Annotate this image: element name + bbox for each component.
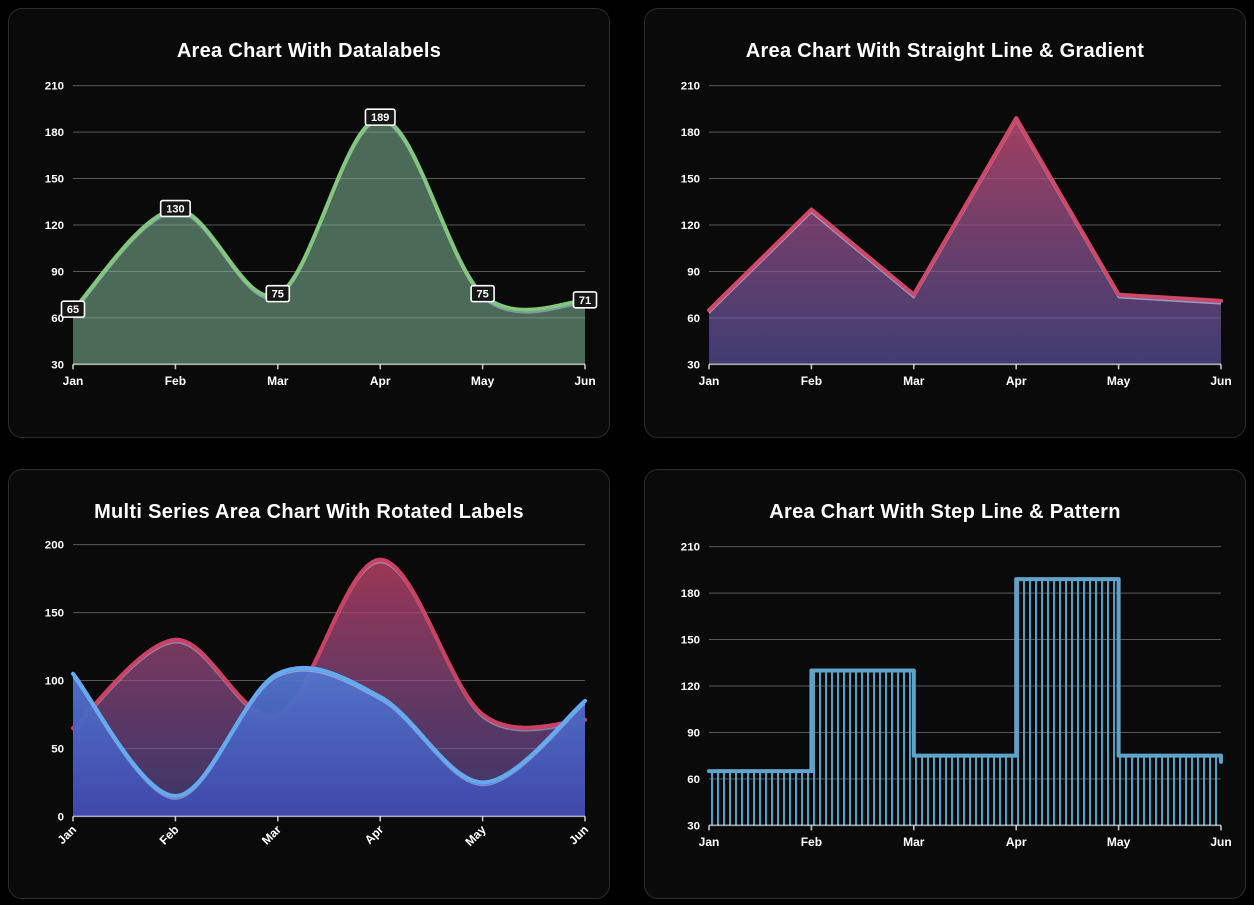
svg-text:May: May xyxy=(462,822,489,849)
svg-text:Apr: Apr xyxy=(370,374,391,388)
svg-text:150: 150 xyxy=(45,608,64,620)
svg-text:Apr: Apr xyxy=(1006,835,1027,849)
svg-text:Jun: Jun xyxy=(1210,835,1231,849)
svg-text:71: 71 xyxy=(579,295,591,307)
svg-text:120: 120 xyxy=(681,681,700,693)
svg-text:180: 180 xyxy=(45,127,64,139)
svg-text:100: 100 xyxy=(45,676,64,688)
chart-svg: 30 60 90 120 150 180 210 Jan Feb Mar Apr May Jun xyxy=(681,542,1232,850)
chart-title-step-pattern: Area Chart With Step Line & Pattern xyxy=(769,501,1121,523)
svg-text:90: 90 xyxy=(687,727,700,739)
svg-text:210: 210 xyxy=(45,81,64,93)
svg-text:189: 189 xyxy=(371,112,389,124)
panel-step-pattern: Area Chart With Step Line & Pattern 30 60… xyxy=(644,469,1246,899)
area-chart-with-datalabels[interactable]: 30 60 90 120 150 180 210 Jan Feb Mar Apr May Jun 65 … xyxy=(9,9,609,437)
svg-text:Apr: Apr xyxy=(362,822,387,847)
svg-text:Mar: Mar xyxy=(903,835,925,849)
svg-text:60: 60 xyxy=(687,313,700,325)
panel-area-datalabels: Area Chart With Datalabels 30 60 90 120 150 1… xyxy=(8,8,610,438)
chart-title-multi-series: Multi Series Area Chart With Rotated Lab… xyxy=(94,501,524,523)
svg-text:180: 180 xyxy=(681,588,700,600)
svg-text:Jan: Jan xyxy=(699,374,720,388)
svg-text:Mar: Mar xyxy=(267,374,289,388)
svg-text:90: 90 xyxy=(51,266,64,278)
svg-text:65: 65 xyxy=(67,304,79,316)
svg-text:60: 60 xyxy=(687,774,700,786)
panel-area-gradient: Area Chart With Straight Line & Gradient… xyxy=(644,8,1246,438)
svg-text:May: May xyxy=(1107,374,1131,388)
svg-text:Apr: Apr xyxy=(1006,374,1027,388)
svg-text:75: 75 xyxy=(476,289,488,301)
multi-series-area-chart[interactable]: 0 50 100 150 200 Jan Feb Mar Apr May Jun xyxy=(9,470,609,898)
svg-text:Feb: Feb xyxy=(165,374,186,388)
svg-text:200: 200 xyxy=(45,540,64,552)
svg-text:Jan: Jan xyxy=(63,374,84,388)
svg-text:150: 150 xyxy=(681,635,700,647)
svg-text:75: 75 xyxy=(272,289,284,301)
svg-text:Jan: Jan xyxy=(699,835,720,849)
svg-text:120: 120 xyxy=(45,220,64,232)
svg-text:Jun: Jun xyxy=(566,823,591,848)
svg-text:Feb: Feb xyxy=(801,374,822,388)
svg-text:0: 0 xyxy=(58,811,64,823)
svg-text:Mar: Mar xyxy=(259,822,284,847)
svg-text:Jun: Jun xyxy=(1210,374,1231,388)
area-chart-with-gradient[interactable]: 30 60 90 120 150 180 210 Jan Feb Mar Apr May Jun xyxy=(645,9,1245,437)
svg-text:130: 130 xyxy=(166,204,184,216)
chart-title-datalabels: Area Chart With Datalabels xyxy=(176,40,442,62)
panel-multi-series: Multi Series Area Chart With Rotated Lab… xyxy=(8,469,610,899)
svg-text:60: 60 xyxy=(51,313,64,325)
svg-text:30: 30 xyxy=(51,359,64,371)
svg-text:Feb: Feb xyxy=(157,823,182,848)
svg-text:210: 210 xyxy=(681,542,700,554)
chart-svg: 0 50 100 150 200 Jan Feb Mar Apr May Jun xyxy=(45,540,591,849)
svg-text:May: May xyxy=(1107,835,1131,849)
svg-text:30: 30 xyxy=(687,359,700,371)
svg-text:May: May xyxy=(471,374,495,388)
chart-title-gradient: Area Chart With Straight Line & Gradient xyxy=(745,40,1145,62)
svg-text:Mar: Mar xyxy=(903,374,925,388)
svg-text:30: 30 xyxy=(687,820,700,832)
svg-text:150: 150 xyxy=(45,174,64,186)
svg-text:210: 210 xyxy=(681,81,700,93)
svg-text:120: 120 xyxy=(681,220,700,232)
svg-text:Jun: Jun xyxy=(574,374,595,388)
step-area-chart-with-pattern[interactable]: 30 60 90 120 150 180 210 Jan Feb Mar Apr May Jun xyxy=(645,470,1245,898)
svg-text:90: 90 xyxy=(687,266,700,278)
svg-text:180: 180 xyxy=(681,127,700,139)
svg-text:50: 50 xyxy=(51,743,64,755)
svg-text:150: 150 xyxy=(681,174,700,186)
svg-text:Jan: Jan xyxy=(55,823,80,847)
chart-svg: 30 60 90 120 150 180 210 Jan Feb Mar Apr May Jun xyxy=(681,81,1232,389)
svg-text:Feb: Feb xyxy=(801,835,822,849)
